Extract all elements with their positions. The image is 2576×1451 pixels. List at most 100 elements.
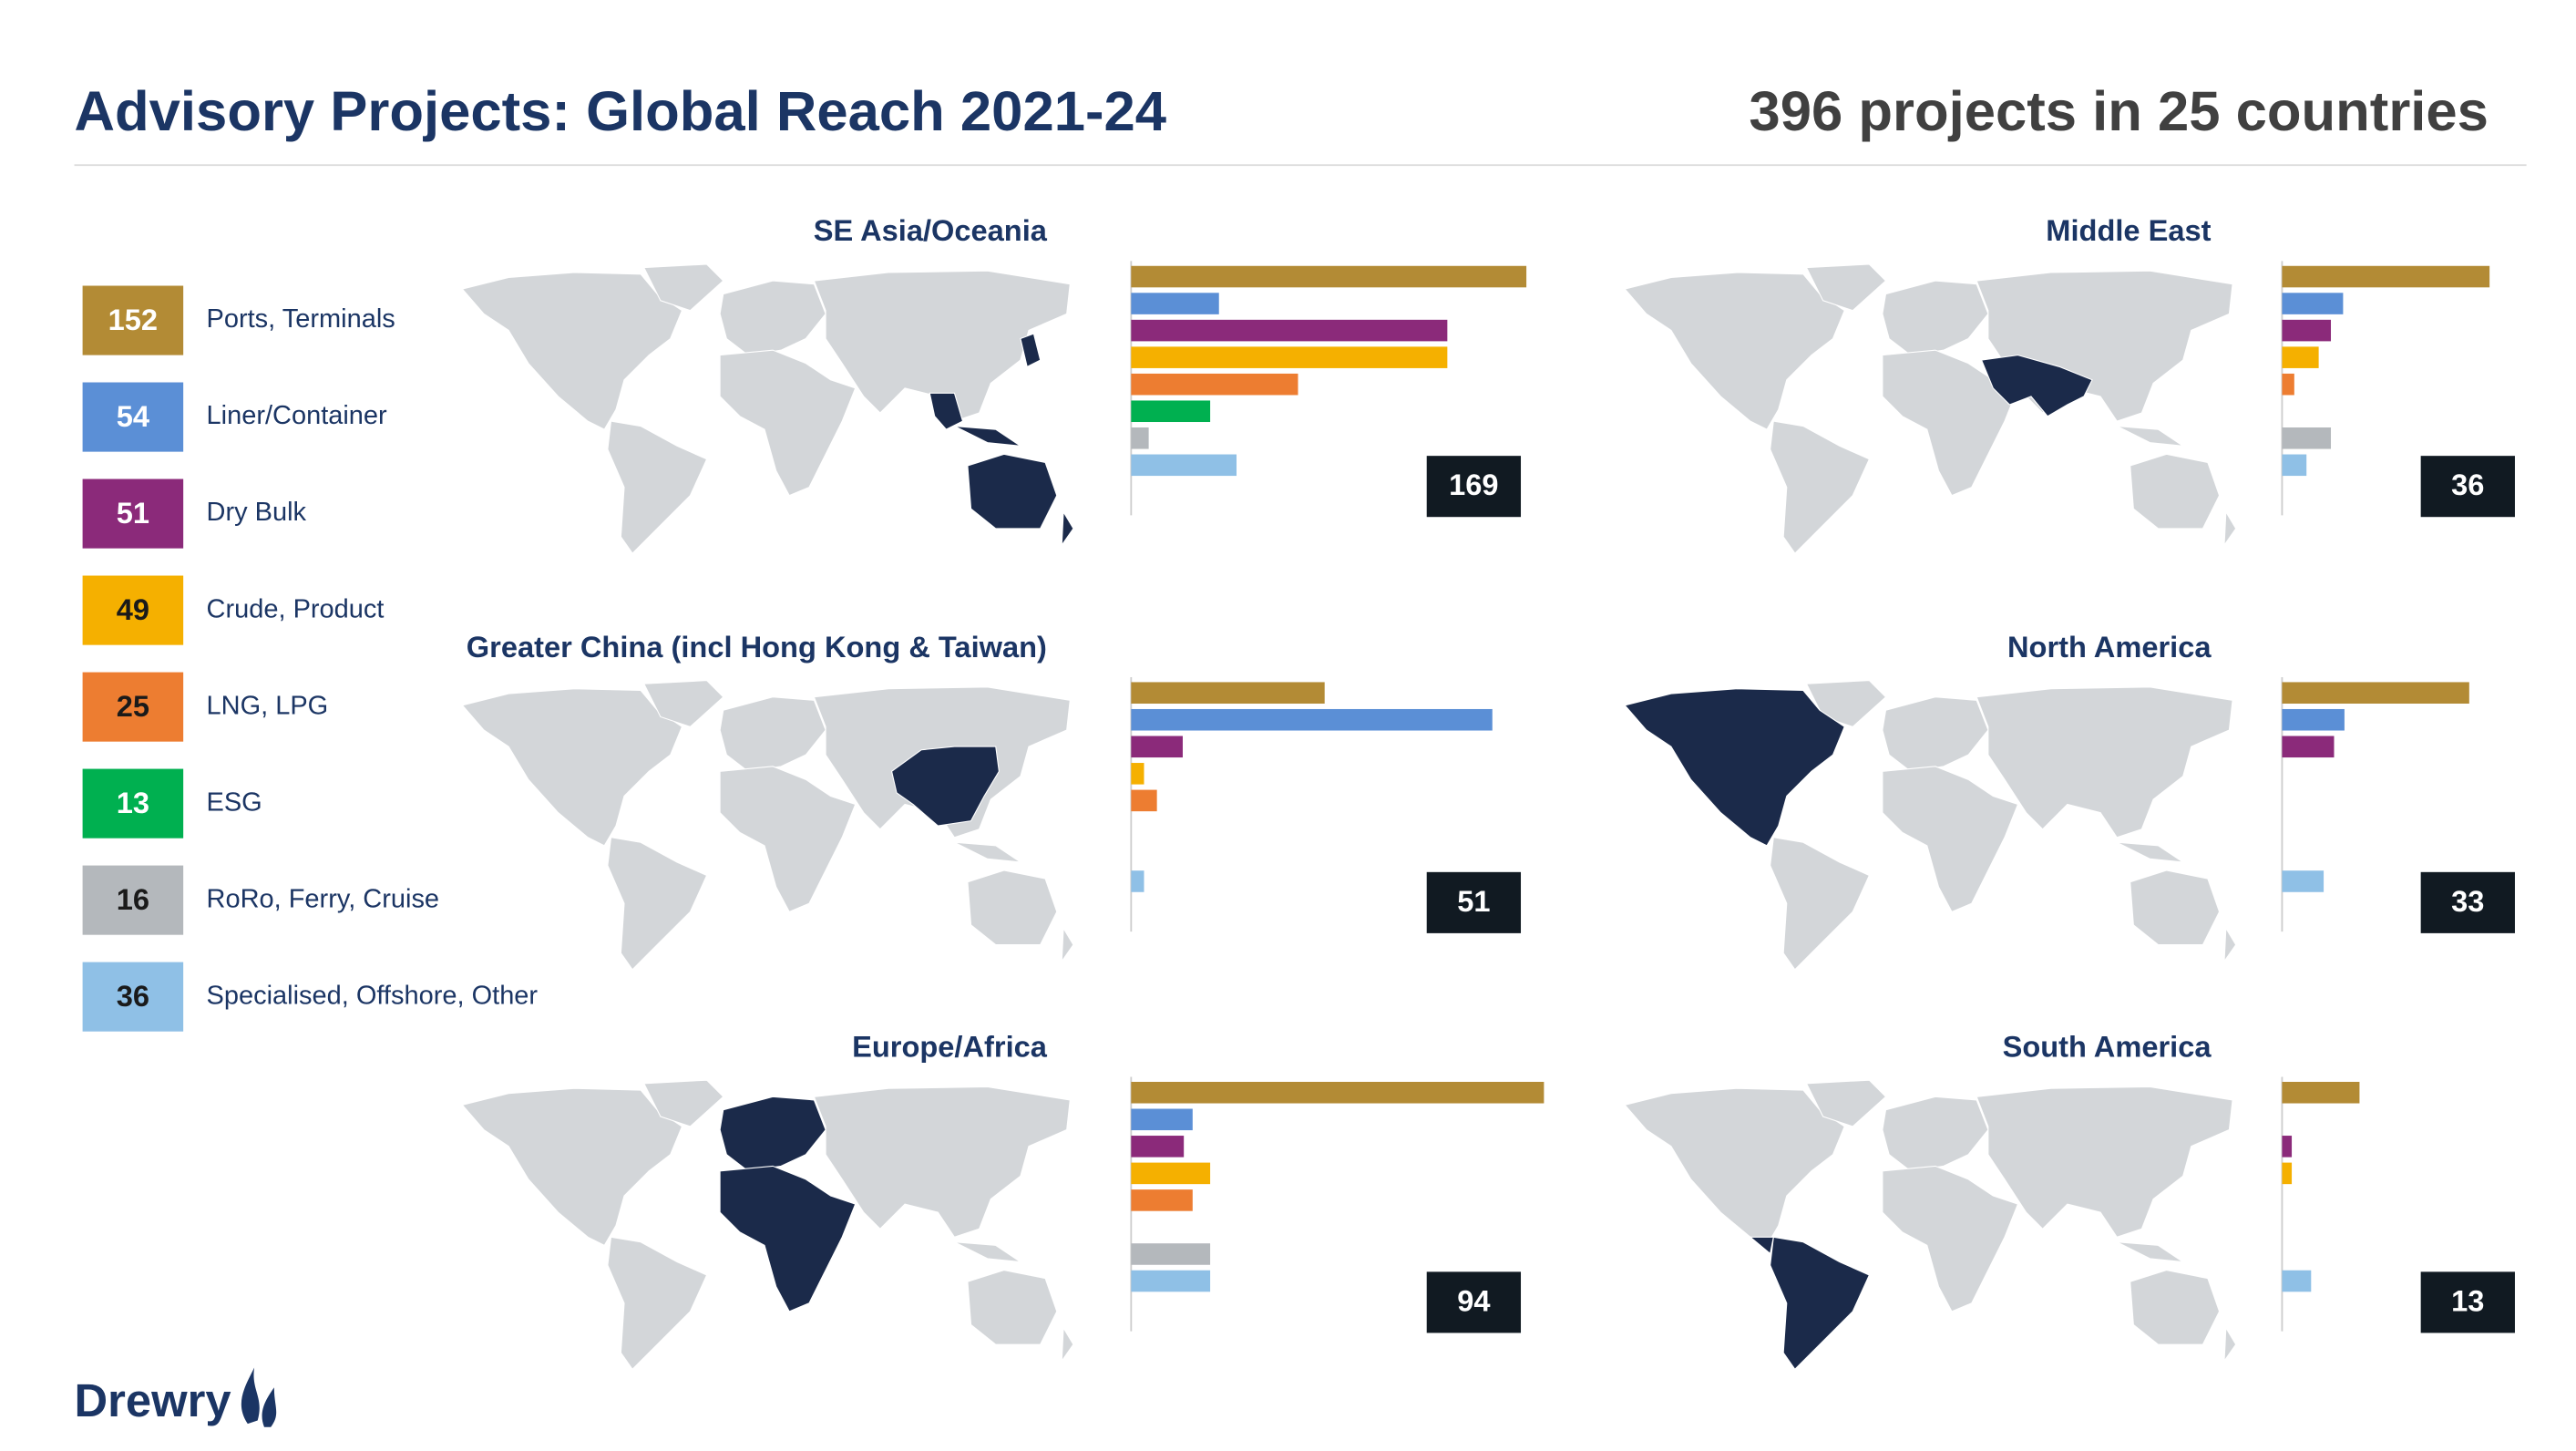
bar [2282, 454, 2307, 477]
legend-count: 54 [117, 399, 149, 433]
bar [1131, 1243, 1211, 1265]
legend-label: LNG, LPG [207, 691, 329, 720]
legend-label: Dry Bulk [207, 498, 307, 527]
map-highlight [719, 1165, 857, 1312]
map-highlight [954, 426, 1021, 447]
map-highlight [1770, 1236, 1871, 1371]
bar [2282, 346, 2319, 368]
total-value: 36 [2451, 468, 2484, 501]
bar [1131, 763, 1144, 785]
map-highlight [1749, 1236, 1774, 1255]
map-highlight [890, 746, 1000, 827]
legend-count: 51 [117, 496, 149, 530]
world-map [461, 1079, 1074, 1370]
world-map [1624, 263, 2237, 554]
total-box [1426, 1271, 1522, 1333]
bar [2282, 427, 2332, 449]
legend-label: ESG [207, 787, 262, 817]
bar [1131, 265, 1527, 288]
panel-title: North America [2007, 630, 2212, 664]
bar [1131, 736, 1183, 758]
bar [1131, 1108, 1193, 1131]
bar [1131, 293, 1219, 314]
map-highlight [967, 453, 1058, 530]
panel-title: Europe/Africa [852, 1029, 1048, 1063]
total-value: 51 [1457, 884, 1490, 918]
legend-count: 36 [117, 979, 149, 1013]
bar [1131, 789, 1157, 812]
world-map [1624, 1079, 2237, 1371]
legend-swatch [82, 382, 184, 452]
bar [1131, 373, 1298, 396]
bar [2282, 870, 2325, 892]
total-box [1426, 456, 1522, 518]
panel-title: Middle East [2046, 213, 2211, 247]
bar [1131, 708, 1493, 731]
bar [2282, 373, 2294, 396]
map-highlight [1020, 333, 1042, 368]
legend-count: 13 [117, 786, 149, 819]
legend-label: Ports, Terminals [207, 304, 395, 334]
bar [1131, 427, 1149, 449]
world-map [1624, 680, 2237, 971]
total-box [2420, 871, 2515, 933]
bar [2282, 708, 2345, 731]
world-map [461, 263, 1074, 554]
legend-swatch [82, 672, 184, 742]
bar [1131, 682, 1325, 704]
bar [2282, 319, 2332, 342]
map-highlight [929, 392, 964, 430]
legend-label: Specialised, Offshore, Other [207, 981, 539, 1010]
logo: Drewry [75, 1374, 231, 1426]
map-highlight [1980, 355, 2093, 417]
map-highlight [719, 1096, 826, 1172]
bar [1131, 1189, 1193, 1211]
bar [1131, 1081, 1545, 1104]
legend-count: 49 [117, 592, 149, 626]
legend-swatch [82, 285, 184, 355]
legend-swatch [82, 865, 184, 935]
bar [1131, 1162, 1211, 1185]
map-base [1624, 263, 2237, 554]
total-box [1426, 871, 1522, 933]
bar [2282, 1081, 2360, 1104]
total-box [2420, 456, 2515, 518]
bar [1131, 454, 1237, 477]
legend-count: 152 [108, 303, 158, 336]
bar [1131, 1136, 1185, 1158]
bar [1131, 870, 1144, 892]
panel-title: SE Asia/Oceania [814, 213, 1048, 247]
legend-label: Crude, Product [207, 594, 385, 623]
legend-label: Liner/Container [207, 401, 388, 430]
total-box [2420, 1271, 2515, 1333]
bar [1131, 400, 1211, 423]
legend-swatch [82, 962, 184, 1032]
bar [2282, 293, 2344, 314]
legend-count: 16 [117, 882, 149, 916]
total-value: 169 [1449, 468, 1498, 501]
bar [2282, 265, 2490, 288]
bar [1131, 346, 1448, 368]
map-base [461, 680, 1074, 971]
bar [1131, 1270, 1211, 1292]
total-value: 94 [1457, 1283, 1490, 1317]
bar [2282, 1270, 2312, 1292]
map-base [1624, 1079, 2237, 1370]
total-value: 33 [2451, 884, 2484, 918]
world-map [461, 680, 1074, 971]
panel-title: Greater China (incl Hong Kong & Taiwan) [467, 630, 1047, 664]
legend-label: RoRo, Ferry, Cruise [207, 884, 440, 913]
legend-count: 25 [117, 689, 149, 723]
map-highlight [1624, 688, 1845, 847]
logo-flame [241, 1367, 277, 1427]
bar [2282, 736, 2335, 758]
legend-swatch [82, 575, 184, 645]
bar [1131, 319, 1448, 342]
page-title: Advisory Projects: Global Reach 2021-24 [75, 80, 1166, 143]
bar [2282, 1162, 2293, 1185]
panel-title: South America [2003, 1029, 2212, 1063]
legend-swatch [82, 479, 184, 549]
map-highlight [1061, 509, 1074, 547]
